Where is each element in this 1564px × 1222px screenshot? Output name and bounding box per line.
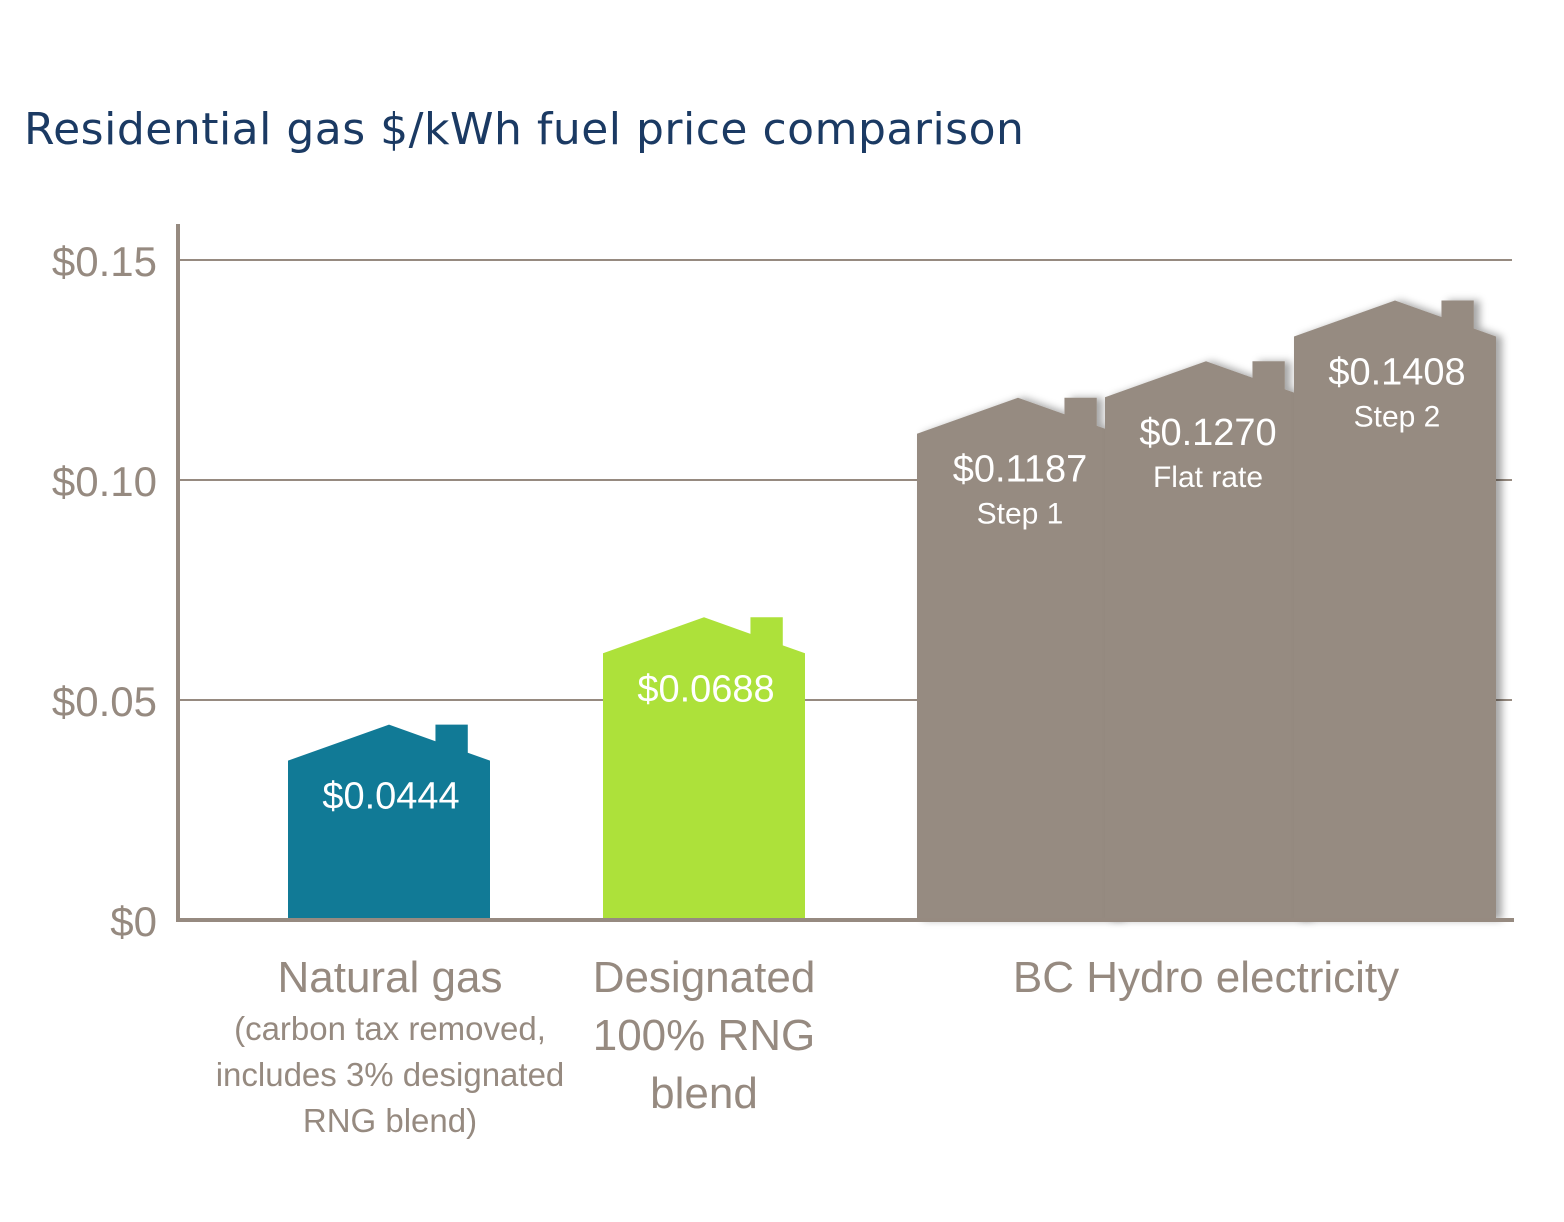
x-category-sublabel: RNG blend) [303, 1102, 477, 1139]
data-label: $0.0688 [637, 668, 774, 710]
data-label: $0.1408 [1328, 351, 1465, 393]
bar-house [288, 724, 490, 920]
y-tick-label: $0.10 [52, 458, 157, 505]
data-sublabel: Flat rate [1153, 461, 1263, 494]
x-category-label: Natural gas [277, 953, 502, 1002]
y-tick-label: $0 [110, 898, 157, 945]
data-label: $0.1187 [953, 449, 1088, 491]
bar-house [1294, 300, 1496, 921]
data-sublabel: Step 2 [1354, 400, 1441, 433]
bar-house [1105, 361, 1307, 920]
y-tick-label: $0.05 [52, 678, 157, 725]
bar-house [917, 397, 1119, 921]
data-label: $0.1270 [1139, 412, 1276, 454]
data-sublabel: Step 1 [977, 498, 1064, 531]
chart-title: Residential gas $/kWh fuel price compari… [24, 104, 1025, 155]
x-category-sublabel: Designated [593, 953, 816, 1002]
x-category-sublabel: 100% RNG [593, 1011, 816, 1060]
x-category-sublabel: blend [650, 1069, 758, 1118]
x-category-sublabel: (carbon tax removed, [234, 1010, 546, 1047]
bar-house [603, 617, 805, 920]
x-category-sublabel: includes 3% designated [216, 1056, 565, 1093]
y-tick-label: $0.15 [52, 238, 157, 285]
data-label: $0.0444 [322, 776, 459, 818]
x-category-label: BC Hydro electricity [1013, 953, 1399, 1002]
